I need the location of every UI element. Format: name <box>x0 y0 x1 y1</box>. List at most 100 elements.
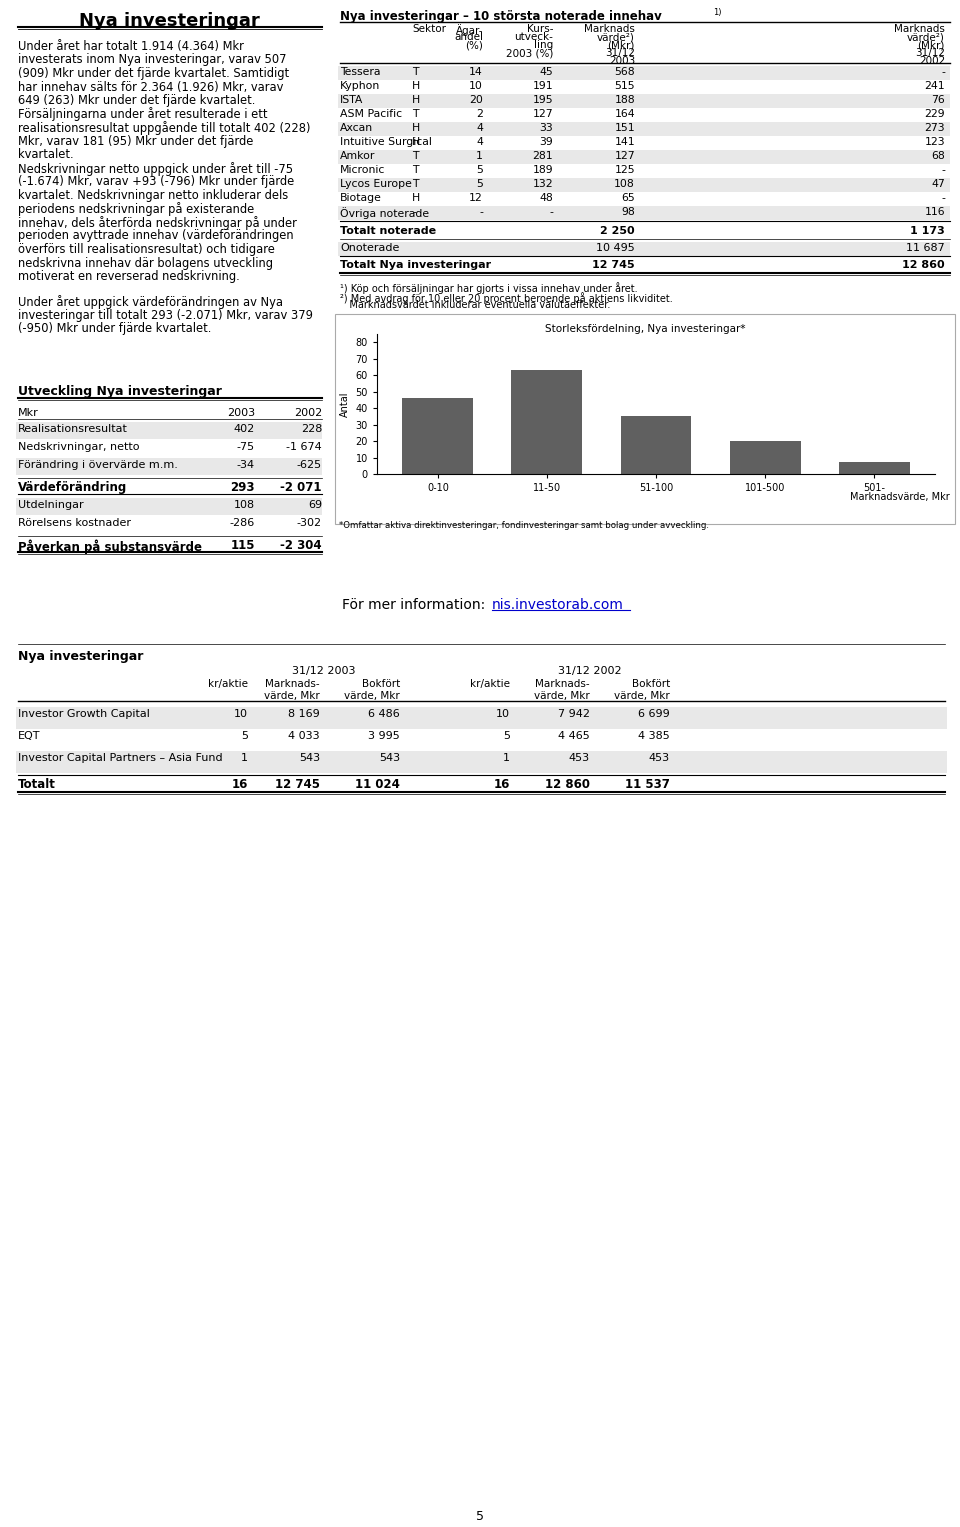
Text: 127: 127 <box>614 151 635 160</box>
Text: nis.investorab.com: nis.investorab.com <box>492 599 624 612</box>
Text: H: H <box>412 124 420 133</box>
Text: 568: 568 <box>614 67 635 76</box>
Bar <box>16 498 322 515</box>
Text: Under året har totalt 1.914 (4.364) Mkr: Under året har totalt 1.914 (4.364) Mkr <box>18 40 244 53</box>
Text: 33: 33 <box>540 124 553 133</box>
Text: 6 699: 6 699 <box>638 709 670 719</box>
Text: Micronic: Micronic <box>340 165 385 176</box>
Text: Tessera: Tessera <box>340 67 380 76</box>
Text: Påverkan på substansvärde: Påverkan på substansvärde <box>18 539 202 554</box>
Text: värde²): värde²) <box>907 32 945 43</box>
Bar <box>16 458 322 475</box>
Text: 229: 229 <box>924 108 945 119</box>
Text: (-950) Mkr under fjärde kvartalet.: (-950) Mkr under fjärde kvartalet. <box>18 322 211 334</box>
Text: 5: 5 <box>503 731 510 741</box>
Text: 2002: 2002 <box>294 408 322 418</box>
Text: 127: 127 <box>533 108 553 119</box>
Text: 31/12 2002: 31/12 2002 <box>558 666 622 676</box>
Bar <box>338 206 950 220</box>
Text: Totalt: Totalt <box>18 777 56 791</box>
Text: -: - <box>941 67 945 76</box>
Text: 141: 141 <box>614 137 635 147</box>
Text: T: T <box>412 151 419 160</box>
Text: Övriga noterade: Övriga noterade <box>340 208 429 218</box>
Text: 65: 65 <box>621 192 635 203</box>
Text: Rörelsens kostnader: Rörelsens kostnader <box>18 518 131 528</box>
Text: 10: 10 <box>469 81 483 92</box>
Text: *Omfattar aktiva direktinvesteringar, fondinvesteringar samt bolag under avveckl: *Omfattar aktiva direktinvesteringar, fo… <box>339 521 709 530</box>
Text: 453: 453 <box>569 753 590 764</box>
Text: Mkr: Mkr <box>18 408 38 418</box>
Text: Nya investeringar: Nya investeringar <box>79 12 259 31</box>
Text: 2: 2 <box>476 108 483 119</box>
Bar <box>16 751 947 773</box>
Text: -: - <box>479 208 483 217</box>
Text: H: H <box>412 81 420 92</box>
Text: (909) Mkr under det fjärde kvartalet. Samtidigt: (909) Mkr under det fjärde kvartalet. Sa… <box>18 67 289 79</box>
Text: Amkor: Amkor <box>340 151 375 160</box>
Text: 293: 293 <box>230 481 255 495</box>
Text: värde²): värde²) <box>597 32 635 43</box>
Text: 4 465: 4 465 <box>559 731 590 741</box>
Text: 48: 48 <box>540 192 553 203</box>
Text: investeringar till totalt 293 (-2.071) Mkr, varav 379: investeringar till totalt 293 (-2.071) M… <box>18 308 313 322</box>
Text: 7 942: 7 942 <box>558 709 590 719</box>
Text: Storleksfördelning, Nya investeringar*: Storleksfördelning, Nya investeringar* <box>544 324 745 334</box>
Text: 2 250: 2 250 <box>600 226 635 237</box>
Text: För mer information:: För mer information: <box>343 599 490 612</box>
Text: 453: 453 <box>649 753 670 764</box>
Text: (Mkr): (Mkr) <box>608 40 635 50</box>
Text: Biotage: Biotage <box>340 192 382 203</box>
Text: -625: -625 <box>297 460 322 470</box>
Text: Nedskrivningar, netto: Nedskrivningar, netto <box>18 441 139 452</box>
Text: Utdelningar: Utdelningar <box>18 499 84 510</box>
Text: ISTA: ISTA <box>340 95 364 105</box>
Text: -302: -302 <box>297 518 322 528</box>
Text: 3 995: 3 995 <box>369 731 400 741</box>
Text: Axcan: Axcan <box>340 124 373 133</box>
Text: 515: 515 <box>614 81 635 92</box>
Text: överförs till realisationsresultat) och tidigare: överförs till realisationsresultat) och … <box>18 243 275 257</box>
Text: -2 071: -2 071 <box>280 481 322 495</box>
Text: EQT: EQT <box>18 731 40 741</box>
Bar <box>338 95 950 108</box>
Text: -286: -286 <box>229 518 255 528</box>
Text: 10: 10 <box>496 709 510 719</box>
Text: Totalt Nya investeringar: Totalt Nya investeringar <box>340 260 492 270</box>
Text: 191: 191 <box>533 81 553 92</box>
Text: andel: andel <box>454 32 483 43</box>
Text: 12 745: 12 745 <box>592 260 635 270</box>
Text: kvartalet.: kvartalet. <box>18 148 74 160</box>
Bar <box>338 179 950 192</box>
Text: Mkr, varav 181 (95) Mkr under det fjärde: Mkr, varav 181 (95) Mkr under det fjärde <box>18 134 253 148</box>
Text: Förändring i övervärde m.m.: Förändring i övervärde m.m. <box>18 460 178 470</box>
Bar <box>839 463 910 473</box>
Text: -: - <box>549 208 553 217</box>
Text: kr/aktie: kr/aktie <box>470 680 510 689</box>
Text: -1 674: -1 674 <box>286 441 322 452</box>
Text: ¹) Köp och försäljningar har gjorts i vissa innehav under året.: ¹) Köp och försäljningar har gjorts i vi… <box>340 282 637 293</box>
Text: investerats inom Nya investeringar, varav 507: investerats inom Nya investeringar, vara… <box>18 53 286 67</box>
Text: Bokfört
värde, Mkr: Bokfört värde, Mkr <box>345 680 400 701</box>
Y-axis label: Antal: Antal <box>340 391 350 417</box>
Text: Marknadsvärde, Mkr: Marknadsvärde, Mkr <box>851 492 950 502</box>
Text: 10 495: 10 495 <box>596 243 635 253</box>
Text: 45: 45 <box>540 67 553 76</box>
Text: 132: 132 <box>533 179 553 189</box>
Bar <box>338 241 950 257</box>
Text: 1: 1 <box>503 753 510 764</box>
Text: Kurs-: Kurs- <box>526 24 553 34</box>
Text: perioden avyttrade innehav (värdeförändringen: perioden avyttrade innehav (värdeförändr… <box>18 229 294 243</box>
Text: Bokfört
värde, Mkr: Bokfört värde, Mkr <box>614 680 670 701</box>
Text: utveck-: utveck- <box>515 32 553 43</box>
Text: H: H <box>412 137 420 147</box>
Bar <box>338 66 950 79</box>
Text: H: H <box>412 192 420 203</box>
Text: 4: 4 <box>476 124 483 133</box>
Text: 115: 115 <box>230 539 255 551</box>
Text: motiverat en reverserad nedskrivning.: motiverat en reverserad nedskrivning. <box>18 270 240 282</box>
Text: kvartalet. Nedskrivningar netto inkluderar dels: kvartalet. Nedskrivningar netto inkluder… <box>18 189 288 202</box>
Text: -75: -75 <box>237 441 255 452</box>
Text: H: H <box>412 95 420 105</box>
Text: 20: 20 <box>469 95 483 105</box>
